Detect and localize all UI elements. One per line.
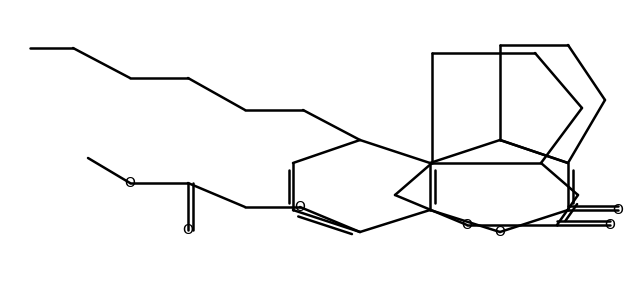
Text: O: O: [495, 225, 506, 239]
Text: O: O: [461, 218, 472, 232]
Text: O: O: [125, 176, 136, 190]
Text: O: O: [294, 200, 305, 214]
Text: O: O: [612, 203, 623, 217]
Text: O: O: [605, 218, 616, 232]
Text: O: O: [182, 223, 193, 237]
